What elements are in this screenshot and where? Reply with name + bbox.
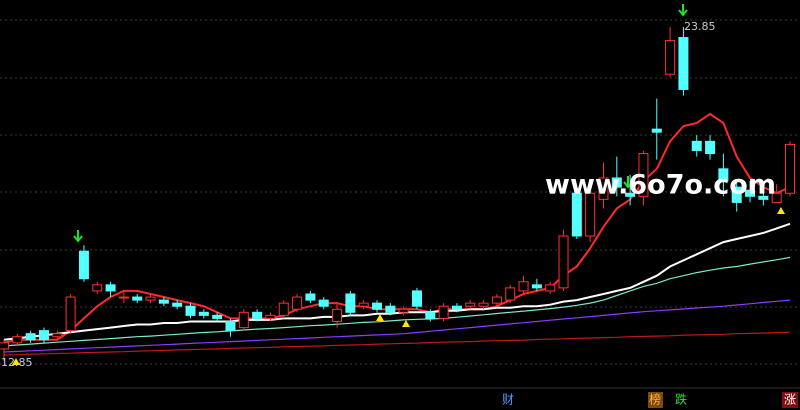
candle-body xyxy=(198,311,209,316)
candle-body xyxy=(745,189,756,197)
up-triangle xyxy=(376,314,384,321)
candle-body xyxy=(265,314,276,319)
candle-body xyxy=(252,311,263,319)
candle-body xyxy=(758,195,769,200)
candle-body xyxy=(398,308,409,313)
candle-body xyxy=(78,250,89,280)
candle-body xyxy=(118,296,129,299)
footer-label: 跌 xyxy=(675,392,687,407)
candle-body xyxy=(411,290,422,307)
candle-body xyxy=(705,140,716,155)
candle-body xyxy=(585,192,596,237)
candle-body xyxy=(665,40,676,75)
footer-label: 涨 xyxy=(784,392,796,407)
candle-body xyxy=(598,177,609,200)
watermark: www.6o7o.com xyxy=(545,170,776,201)
candle-body xyxy=(478,302,489,307)
candle-body xyxy=(718,168,729,182)
candle-body xyxy=(25,333,36,341)
candle-body xyxy=(278,302,289,316)
candle-body xyxy=(105,284,116,292)
moving-average xyxy=(3,299,791,353)
candle-body xyxy=(691,140,702,152)
candle-body xyxy=(345,293,356,313)
candle-body xyxy=(92,284,103,292)
high-label: 23.85 xyxy=(684,20,716,33)
candle-body xyxy=(638,153,649,197)
candle-body xyxy=(611,177,622,188)
candle-body xyxy=(678,37,689,90)
candle-body xyxy=(545,284,556,292)
up-triangle xyxy=(777,207,785,214)
candle-body xyxy=(292,296,303,310)
footer-badge xyxy=(648,392,663,408)
up-triangle xyxy=(402,320,410,327)
candle-body xyxy=(0,342,9,350)
candle-body xyxy=(65,296,76,332)
candle-body xyxy=(358,302,369,307)
candle-body xyxy=(558,235,569,289)
down-arrow xyxy=(73,230,83,243)
candle-body xyxy=(332,308,343,322)
candle-body xyxy=(731,186,742,203)
candle-body xyxy=(531,284,542,289)
down-arrow xyxy=(623,176,633,189)
moving-average xyxy=(3,331,791,356)
candle-body xyxy=(571,192,582,237)
candle-body xyxy=(465,302,476,307)
signals xyxy=(12,4,785,365)
candle-body xyxy=(451,305,462,310)
candle-body xyxy=(158,299,169,304)
candle-body xyxy=(145,296,156,301)
candle-body xyxy=(212,314,223,319)
candle-body xyxy=(185,305,196,316)
moving-average xyxy=(3,256,791,347)
candle-body xyxy=(771,192,782,203)
grid xyxy=(0,19,800,365)
candle-body xyxy=(505,287,516,301)
moving-average xyxy=(3,222,791,341)
candle-body xyxy=(438,305,449,319)
footer-label: 财 xyxy=(502,393,514,407)
candle-body xyxy=(305,293,316,301)
moving-average xyxy=(3,112,791,344)
footer-label: 榜 xyxy=(649,392,661,407)
candle-body xyxy=(172,302,183,307)
candle-body xyxy=(425,311,436,319)
candle-body xyxy=(651,128,662,133)
footer-badge xyxy=(782,392,798,408)
candle-body xyxy=(372,302,383,310)
low-label: 12.85 xyxy=(1,356,33,369)
candle-body xyxy=(52,333,63,338)
candle-body xyxy=(12,336,23,344)
candle-body xyxy=(318,299,329,307)
candle-body xyxy=(785,143,795,194)
down-arrow xyxy=(678,4,688,17)
candle-body xyxy=(491,296,502,304)
up-triangle xyxy=(12,358,20,365)
candle-body xyxy=(132,296,143,301)
candle-body xyxy=(238,311,249,329)
candle-body xyxy=(518,281,529,292)
candle-body xyxy=(225,320,236,332)
candle-body xyxy=(625,192,636,197)
candle-body xyxy=(385,305,396,313)
plot xyxy=(0,26,795,362)
candle-body xyxy=(38,330,49,341)
